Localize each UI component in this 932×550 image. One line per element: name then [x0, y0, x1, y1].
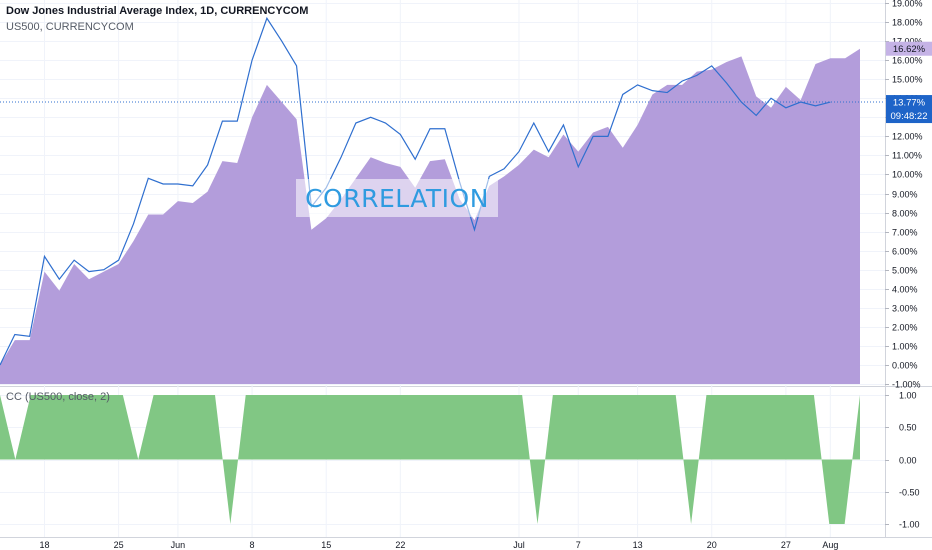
y-tick-label: 0.00% [892, 361, 918, 371]
chart-title[interactable]: Dow Jones Industrial Average Index, 1D, … [6, 5, 309, 17]
x-tick-label: 7 [576, 540, 581, 550]
y-tick-label: 3.00% [892, 304, 918, 314]
y-tick-label: 9.00% [892, 190, 918, 200]
y-tick-label: 16.00% [892, 56, 923, 66]
y-tick-label: -1.00% [892, 380, 921, 390]
dji-line-series [0, 16, 885, 366]
correlation-area [0, 395, 860, 524]
x-tick-label: 8 [250, 540, 255, 550]
x-tick-label: 25 [114, 540, 124, 550]
y-tick-label: 7.00% [892, 228, 918, 238]
x-tick-label: 15 [321, 540, 331, 550]
countdown-label: 09:48:22 [891, 111, 928, 122]
y-tick-label: 12.00% [892, 132, 923, 142]
cc-y-tick-label: -1.00 [899, 520, 920, 530]
y-tick-label: 8.00% [892, 209, 918, 219]
series-label-us500[interactable]: US500, CURRENCYCOM [6, 21, 134, 33]
us500-value-label: 16.62% [893, 44, 926, 55]
y-tick-label: 6.00% [892, 247, 918, 257]
x-tick-label: Jun [171, 540, 186, 550]
dji-value-label: 13.77% [893, 98, 926, 109]
y-tick-label: 15.00% [892, 75, 923, 85]
y-tick-label: 5.00% [892, 266, 918, 276]
y-tick-label: 4.00% [892, 285, 918, 295]
x-tick-label: 27 [781, 540, 791, 550]
price-tags: 16.62% 13.77% 09:48:22 [886, 41, 932, 124]
y-tick-label: 2.00% [892, 323, 918, 333]
y-tick-label: 11.00% [892, 151, 922, 161]
cc-y-tick-label: -0.50 [899, 488, 920, 498]
x-tick-label: 18 [39, 540, 49, 550]
cc-y-tick-label: 0.00 [899, 456, 917, 466]
watermark-label: CORRELATION [296, 179, 498, 217]
x-tick-label: 13 [633, 540, 643, 550]
cc-y-tick-label: 0.50 [899, 423, 917, 433]
cc-y-tick-label: 1.00 [899, 391, 917, 401]
x-tick-label: Jul [513, 540, 525, 550]
x-tick-label: 20 [707, 540, 717, 550]
x-tick-label: 22 [395, 540, 405, 550]
y-tick-label: 1.00% [892, 342, 918, 352]
y-tick-label: 19.00% [892, 0, 923, 9]
dji-line [0, 16, 831, 366]
indicator-label[interactable]: CC (US500, close, 2) [6, 391, 110, 403]
us500-value-tag [886, 41, 932, 56]
y-tick-label: 18.00% [892, 18, 923, 28]
y-tick-label: 17.00% [892, 37, 923, 47]
x-tick-label: Aug [822, 540, 838, 550]
y-tick-label: 10.00% [892, 170, 923, 180]
dji-value-tag [886, 95, 932, 124]
correlation-area-series [0, 395, 860, 524]
